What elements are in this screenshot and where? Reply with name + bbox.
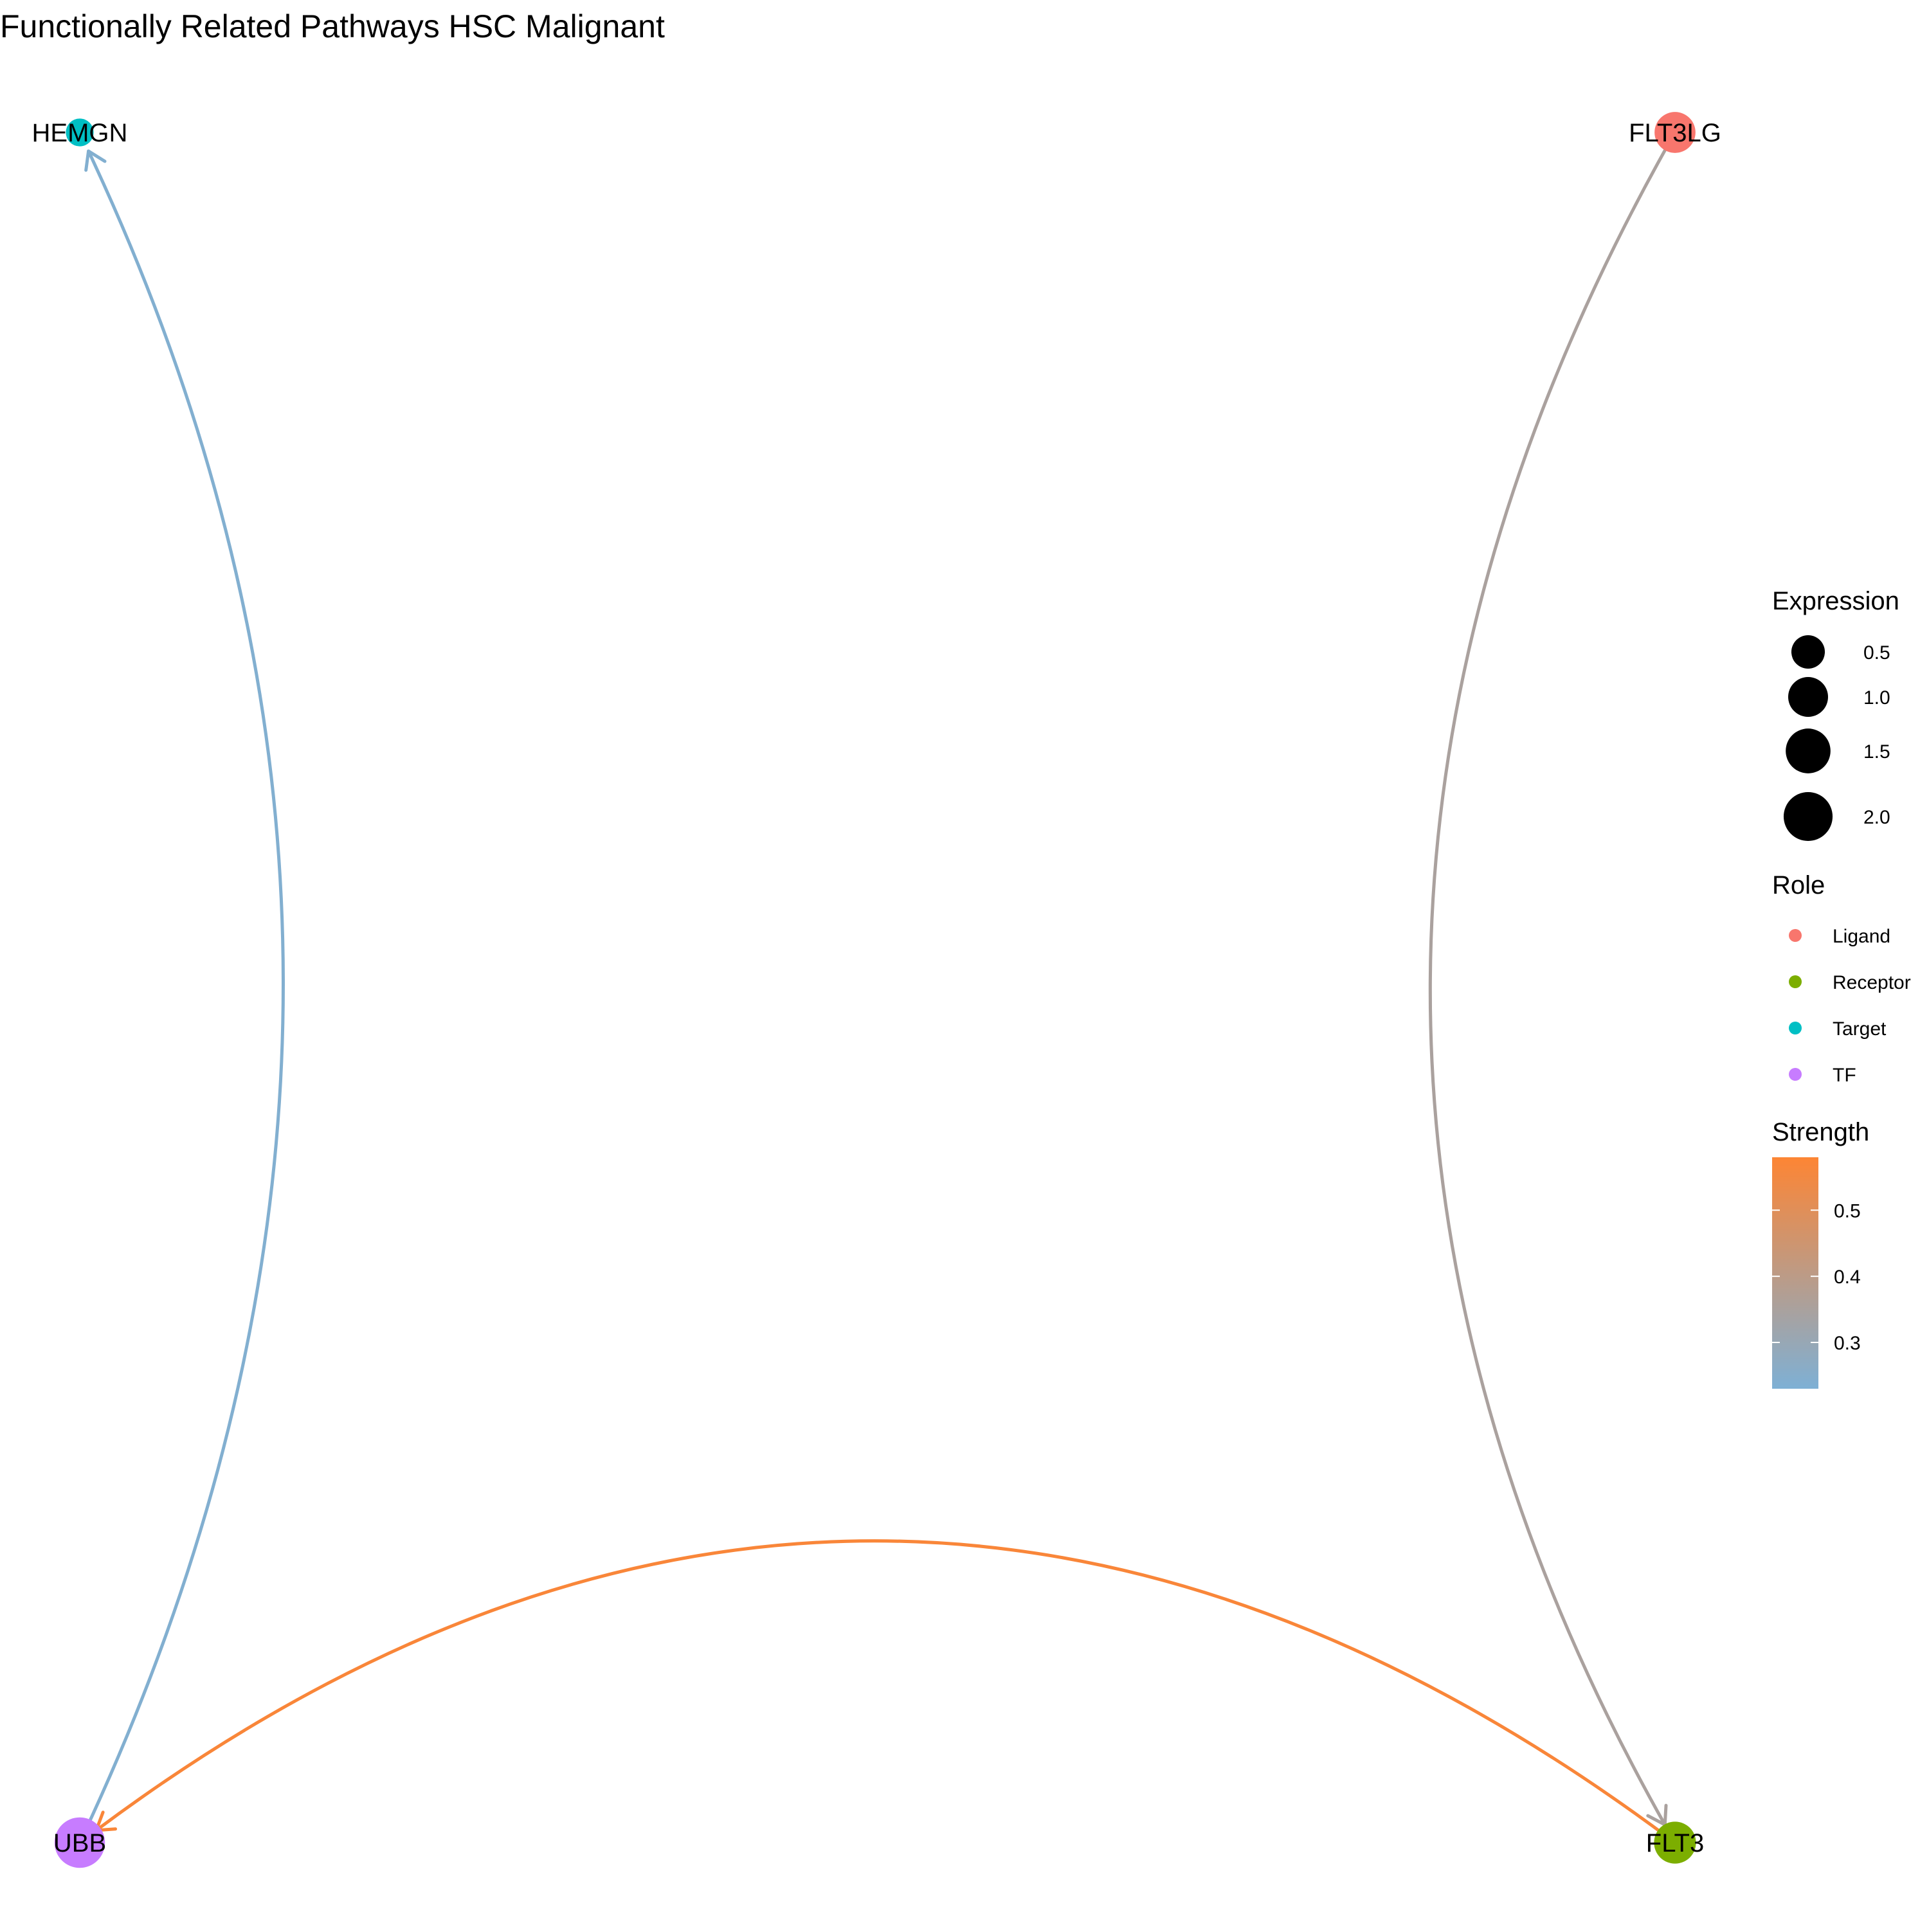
legend-expression-label: 1.5 xyxy=(1863,741,1890,763)
legend-expression-label: 1.0 xyxy=(1863,687,1890,709)
edge-flt3-to-ubb xyxy=(95,1539,1672,1841)
legend-role-swatch-receptor xyxy=(1789,975,1802,988)
node-label-flt3lg: FLT3LG xyxy=(1629,119,1721,147)
legend-expression: Expression 0.5 1.0 1.5 2.0 xyxy=(1772,587,1899,842)
legend-role-items: Ligand Receptor Target TF xyxy=(1789,926,1911,1086)
legend-role-title: Role xyxy=(1772,871,1825,899)
node-flt3[interactable] xyxy=(1654,1821,1696,1864)
legend-role-label: Ligand xyxy=(1833,926,1890,947)
edge-ubb-to-hemgn xyxy=(80,149,285,1839)
node-label-hemgn: HEMGN xyxy=(32,119,128,147)
legend-strength-title: Strength xyxy=(1772,1118,1869,1146)
node-label-flt3: FLT3 xyxy=(1646,1829,1704,1857)
legend-expression-items: 0.5 1.0 1.5 2.0 xyxy=(1783,635,1890,842)
legend-strength: Strength 0.5 0.4 0.3 xyxy=(1772,1118,1869,1389)
legend-role-swatch-target xyxy=(1789,1022,1802,1034)
legend-role-label: Receptor xyxy=(1833,972,1911,993)
edges-layer xyxy=(80,136,1674,1841)
legend-strength-ticks: 0.5 0.4 0.3 xyxy=(1772,1200,1861,1354)
legend-role-label: Target xyxy=(1833,1018,1887,1040)
legend-expression-swatch xyxy=(1783,791,1833,842)
legend-expression-swatch xyxy=(1791,635,1825,669)
labels-layer: HEMGN FLT3LG UBB FLT3 xyxy=(32,119,1721,1857)
node-flt3lg[interactable] xyxy=(1654,112,1696,153)
legend-expression-title: Expression xyxy=(1772,587,1899,615)
strength-tick-label: 0.3 xyxy=(1834,1333,1861,1354)
legend-expression-label: 2.0 xyxy=(1863,807,1890,828)
arrowhead-hemgn xyxy=(84,149,107,172)
edge-flt3lg-to-flt3 xyxy=(1428,136,1674,1827)
strength-colorbar xyxy=(1772,1157,1818,1389)
node-label-ubb: UBB xyxy=(53,1829,106,1857)
nodes-layer xyxy=(54,112,1696,1868)
legend-role-swatch-ligand xyxy=(1789,929,1802,942)
strength-tick-label: 0.5 xyxy=(1834,1200,1861,1222)
chart-title: Functionally Related Pathways HSC Malign… xyxy=(0,8,665,44)
legend-expression-swatch xyxy=(1788,677,1828,717)
legend-role-label: TF xyxy=(1833,1065,1856,1086)
node-hemgn[interactable] xyxy=(66,118,94,147)
node-ubb[interactable] xyxy=(54,1817,105,1868)
legend-expression-swatch xyxy=(1786,728,1831,773)
legend-role-swatch-tf xyxy=(1789,1068,1802,1081)
legend-expression-label: 0.5 xyxy=(1863,642,1890,664)
legend-role: Role Ligand Receptor Target TF xyxy=(1772,871,1911,1086)
strength-tick-label: 0.4 xyxy=(1834,1267,1861,1288)
